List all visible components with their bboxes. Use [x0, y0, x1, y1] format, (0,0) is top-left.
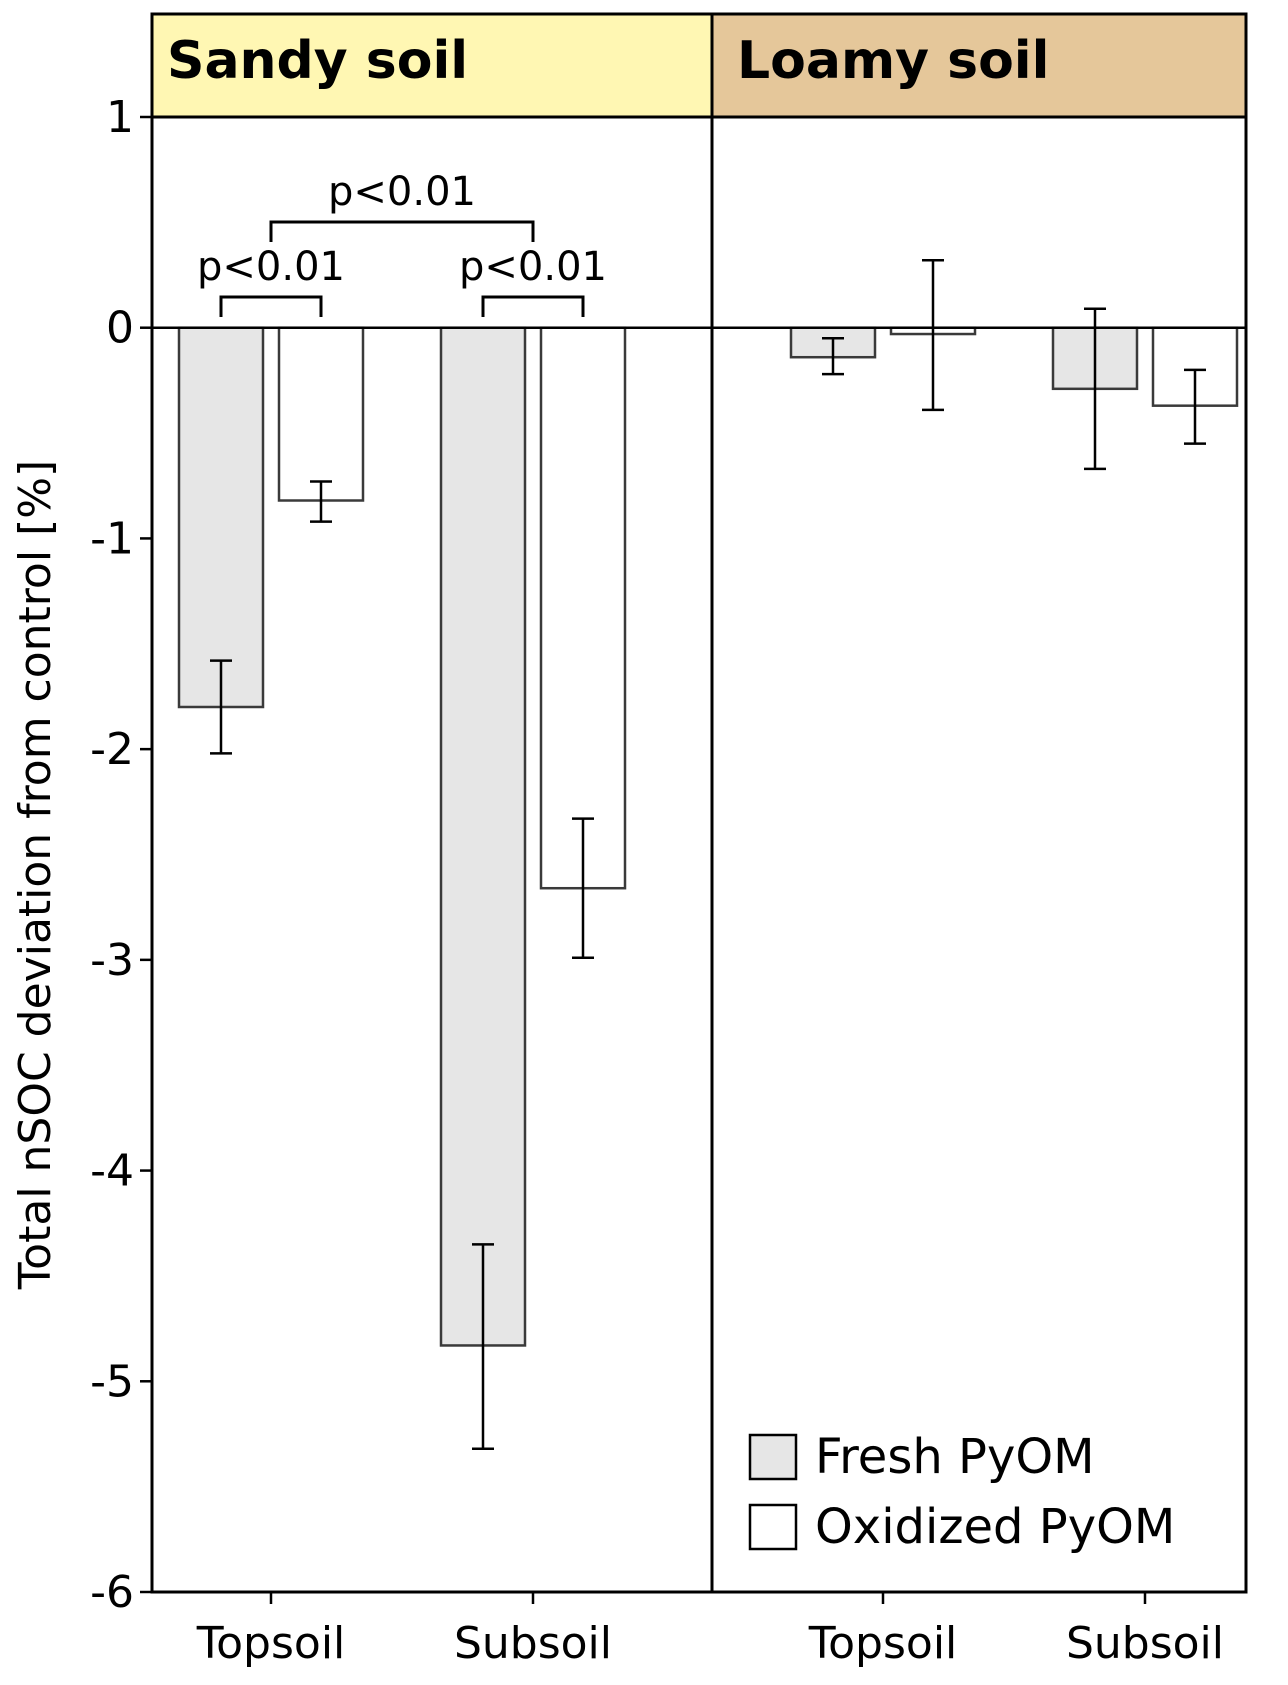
significance-label-1: p<0.01: [459, 244, 607, 290]
x-tick-label: Topsoil: [196, 1618, 346, 1669]
panel-title-1: Loamy soil: [737, 31, 1049, 91]
x-tick-label: Topsoil: [808, 1618, 958, 1669]
bar-sandy-soil-topsoil-fresh-pyom: [177, 326, 265, 709]
x-tick-label: Subsoil: [454, 1618, 612, 1669]
plot-frame: [150, 12, 1248, 1594]
y-tick-label: -1: [90, 513, 134, 564]
panel-strip-1: [712, 14, 1246, 117]
significance-label-2: p<0.01: [328, 169, 476, 215]
y-tick-label: -5: [90, 1356, 134, 1407]
y-tick-label: -4: [90, 1146, 134, 1197]
bar-sandy-soil-subsoil-oxidized-pyom: [539, 326, 627, 890]
x-tick-label: Subsoil: [1066, 1618, 1224, 1669]
y-tick-label: 0: [106, 303, 134, 354]
significance-bracket-1: [481, 295, 585, 317]
bar-sandy-soil-topsoil-oxidized-pyom: [277, 326, 365, 502]
y-tick-label: -3: [90, 935, 134, 986]
panel-strip-0: [152, 14, 712, 117]
legend-label-0: Fresh PyOM: [815, 1429, 1095, 1485]
panel-title-0: Sandy soil: [167, 31, 468, 91]
legend-label-1: Oxidized PyOM: [815, 1499, 1175, 1555]
significance-bracket-0: [219, 295, 323, 317]
y-tick-label: 1: [106, 92, 134, 143]
significance-bracket-2: [269, 220, 535, 242]
legend-swatch-0: [748, 1433, 798, 1481]
legend-swatch-1: [748, 1503, 798, 1551]
significance-label-0: p<0.01: [197, 244, 345, 290]
bar-sandy-soil-subsoil-fresh-pyom: [439, 326, 527, 1347]
y-tick-label: -6: [90, 1567, 134, 1618]
y-tick-label: -2: [90, 724, 134, 775]
y-axis-title: Total nSOC deviation from control [%]: [10, 460, 61, 1290]
